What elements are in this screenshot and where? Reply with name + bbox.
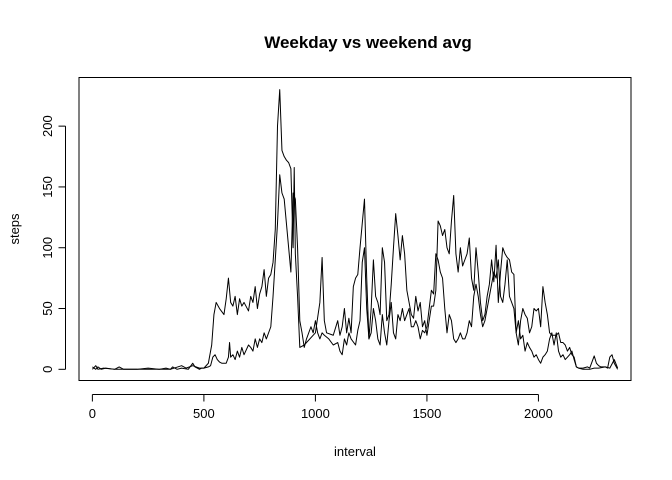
y-tick-label: 50: [40, 301, 55, 315]
x-tick-label: 0: [89, 406, 96, 421]
x-tick-label: 2000: [524, 406, 553, 421]
y-tick-label: 100: [40, 237, 55, 259]
y-tick-label: 200: [40, 115, 55, 137]
x-axis-label: interval: [334, 444, 376, 459]
x-tick-label: 1000: [301, 406, 330, 421]
series-line-2: [92, 174, 619, 370]
chart-title: Weekday vs weekend avg: [264, 33, 472, 52]
y-axis-label: steps: [7, 213, 22, 245]
series-layer: [92, 89, 619, 370]
y-tick-label: 150: [40, 176, 55, 198]
y-axis: 0 50 100 150 200: [40, 115, 66, 373]
x-tick-label: 500: [193, 406, 215, 421]
series-line-1: [92, 89, 619, 370]
plot-frame: [78, 77, 632, 381]
y-tick-label: 0: [40, 366, 55, 373]
x-tick-label: 1500: [412, 406, 441, 421]
x-axis: 0 500 1000 1500 2000: [89, 394, 553, 421]
